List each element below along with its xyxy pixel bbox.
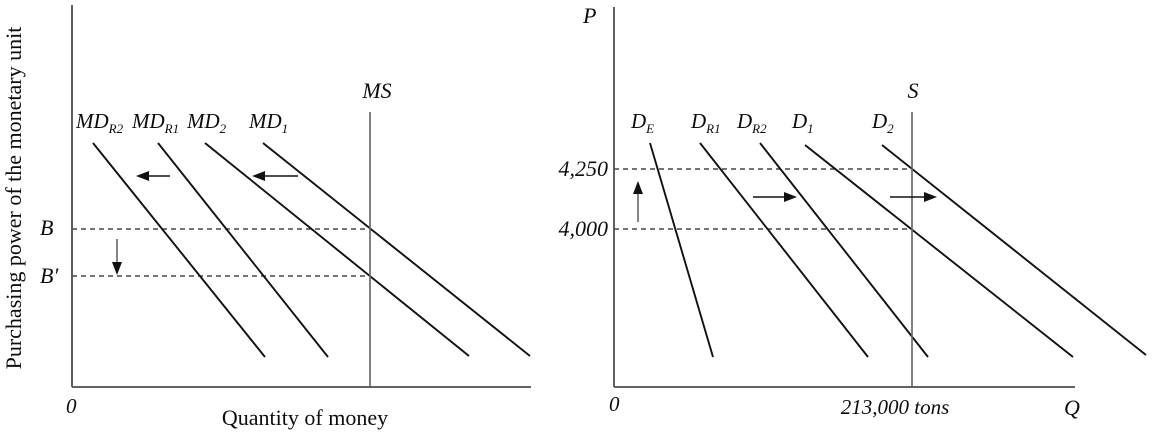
d-1-sub: 1 [807, 121, 814, 137]
d-2-sub: 2 [887, 121, 894, 137]
money-market-curve-MD_2 [204, 142, 470, 357]
md-2-sub: 2 [219, 121, 227, 137]
d-r1-main: D [691, 109, 707, 133]
money-market-arrow-head-shift-left-1 [136, 171, 149, 181]
md-r1-curve-label: MDR1 [132, 109, 179, 135]
quantity-213000-tick-label: 213,000 tons [840, 395, 950, 419]
d-r2-curve-label: DR2 [737, 109, 767, 135]
d-r1-sub: R1 [706, 121, 721, 137]
p-axis-label: P [583, 3, 597, 28]
d-r2-main: D [737, 109, 753, 133]
money-market-arrow-head-shift-left-2 [252, 171, 265, 181]
md-2-curve-label: MD2 [187, 109, 226, 135]
x-axis-title-left: Quantity of money [221, 405, 389, 430]
commodity-market-curve-D_1 [804, 144, 1074, 358]
commodity-market-arrow-head-shift-right-1 [784, 192, 797, 202]
commodity-market-arrow-head-price-up [633, 181, 643, 194]
origin-label-right: 0 [609, 392, 620, 416]
d-r1-curve-label: DR1 [691, 109, 721, 135]
money-market-arrow-head-drop-b-to-bprime [112, 262, 122, 275]
commodity-market-curve-D_2 [881, 144, 1147, 356]
d-2-curve-label: D2 [872, 109, 894, 135]
d-2-main: D [872, 109, 888, 133]
md-r1-sub: R1 [164, 121, 180, 137]
md-2-main: MD [187, 109, 220, 133]
origin-label-left: 0 [66, 394, 77, 418]
b-prime-guide-label: B′ [40, 263, 59, 288]
md-r2-sub: R2 [108, 121, 124, 137]
b-guide-label: B [40, 215, 54, 240]
q-axis-label: Q [1064, 395, 1080, 420]
md-r2-main: MD [76, 109, 109, 133]
md-r1-main: MD [132, 109, 165, 133]
price-4250-tick-label: 4,250 [558, 156, 609, 181]
price-4000-tick-label: 4,000 [558, 216, 609, 241]
d-e-main: D [631, 109, 647, 133]
s-curve-label: S [907, 78, 919, 103]
d-r2-sub: R2 [752, 121, 767, 137]
md-1-main: MD [249, 109, 282, 133]
commodity-market-curve-D_R2 [759, 142, 929, 358]
md-1-sub: 1 [281, 121, 289, 137]
commodity-market-arrow-head-shift-right-2 [924, 192, 937, 202]
d-e-sub: E [646, 121, 655, 137]
commodity-market-curve-D_E [649, 142, 714, 358]
ms-curve-label: MS [362, 78, 392, 103]
d-1-main: D [792, 109, 808, 133]
y-axis-title-left: Purchasing power of the monetary unit [1, 26, 26, 370]
md-1-curve-label: MD1 [249, 109, 288, 135]
d-e-curve-label: DE [631, 109, 654, 135]
d-1-curve-label: D1 [792, 109, 814, 135]
commodity-market-curve-D_R1 [699, 142, 869, 358]
money-market-curve-MD_R2 [92, 142, 266, 358]
money-market-curve-MD_1 [262, 142, 531, 357]
money-market-curve-MD_R1 [157, 142, 329, 358]
md-r2-curve-label: MDR2 [76, 109, 123, 135]
